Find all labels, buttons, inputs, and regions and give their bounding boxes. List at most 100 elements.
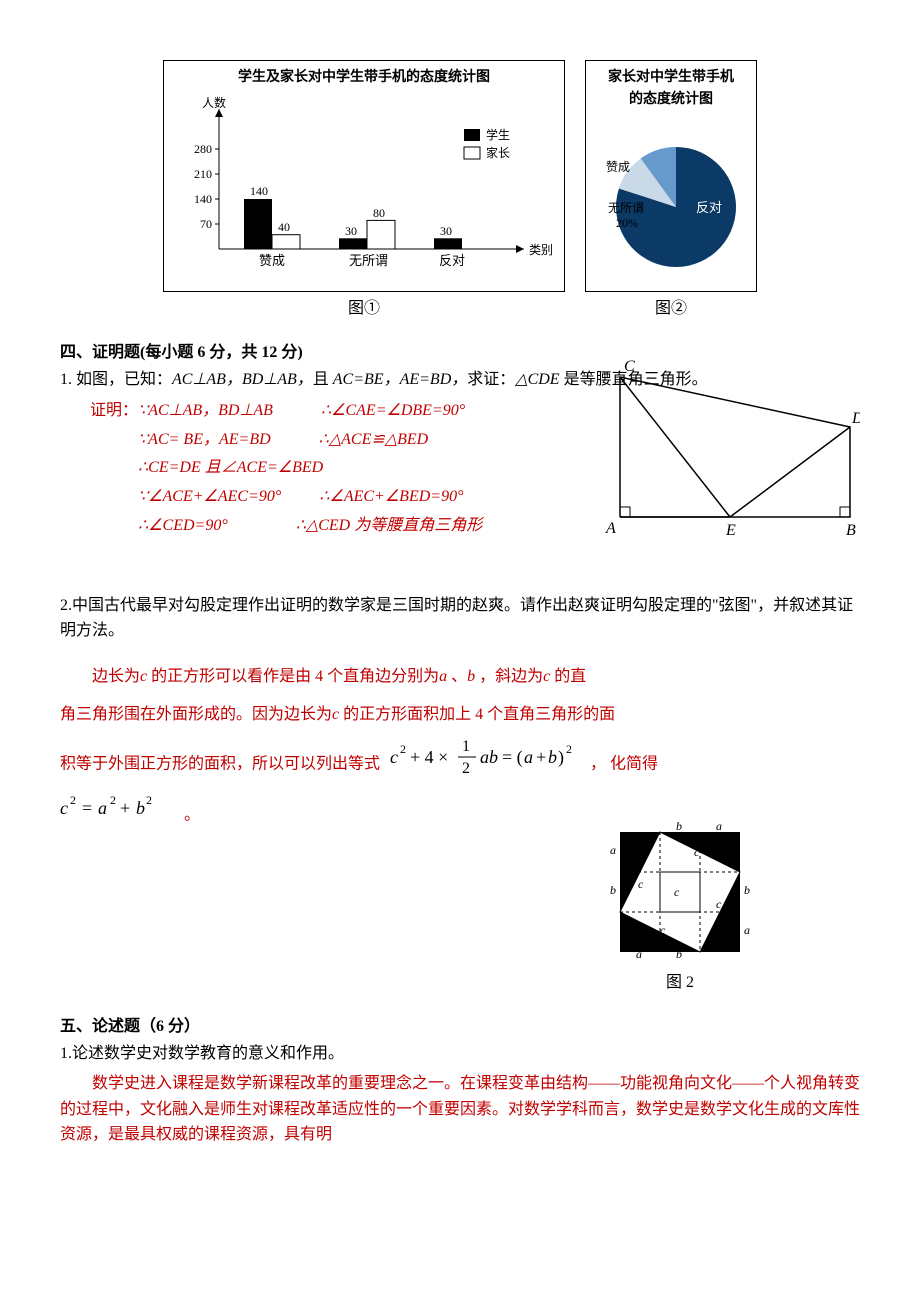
pie-label-fandui: 反对 (696, 200, 722, 215)
pf-3b: ∴∠AEC+∠BED=90° (319, 488, 463, 505)
geo-D: D (851, 410, 860, 427)
y-ticks: 70 140 210 280 (194, 142, 219, 231)
cat-1: 无所谓 (349, 253, 388, 268)
svg-text:=: = (82, 798, 92, 818)
pie-title-2: 的态度统计图 (586, 89, 756, 111)
geo-A: A (605, 520, 616, 537)
s4-q2-stemtext: 中国古代最早对勾股定理作出证明的数学家是三国时期的赵爽。请作出赵爽证明勾股定理的… (60, 597, 853, 640)
s4-q1-proof: 证明：∵AC⊥AB，BD⊥AB ∴∠CAE=∠DBE=90° ∵AC= BE，A… (60, 397, 590, 541)
geo-B: B (846, 522, 856, 537)
charts-row: 学生及家长对中学生带手机的态度统计图 人数 类别 70 140 210 280 (60, 60, 860, 322)
pie-title-1: 家长对中学生带手机 (586, 61, 756, 89)
s5-para: 数学史进入课程是数学新课程改革的重要理念之一。在课程变革由结构——功能视角向文化… (60, 1071, 860, 1148)
svg-text:家长: 家长 (486, 145, 510, 160)
bar-chart-figlabel: 图① (163, 296, 565, 322)
xian-caption: 图 2 (610, 970, 750, 996)
s4-q1-f: △CDE (515, 371, 559, 388)
s5-q1: 1.论述数学史对数学教育的意义和作用。 (60, 1041, 860, 1067)
svg-text:2: 2 (146, 794, 152, 807)
bar-chart-title: 学生及家长对中学生带手机的态度统计图 (164, 61, 564, 89)
svg-text:+ 4 ×: + 4 × (410, 747, 448, 767)
cat-0: 赞成 (259, 253, 285, 268)
svg-text:70: 70 (200, 217, 212, 231)
s4-q1-index: 1. (60, 371, 72, 388)
s4-q1-e: 求证： (467, 371, 515, 388)
pie-label-wusuowei-pct: 20% (616, 216, 638, 230)
bar-s1-2-label: 30 (440, 224, 452, 238)
s4-q1-d: AC=BE，AE=BD， (333, 371, 467, 388)
pie-chart: 家长对中学生带手机 的态度统计图 反对 赞成 无所谓 20% (585, 60, 757, 292)
proof-label: 证明： (90, 402, 138, 419)
svg-text:+: + (536, 747, 546, 767)
bar-s2-1 (367, 221, 395, 250)
cat-2: 反对 (439, 253, 465, 268)
bar-legend: 学生 家长 (464, 127, 510, 160)
q2-p3a: 积等于外围正方形的面积，所以可以列出等式 (60, 755, 380, 772)
section5-heading: 五、论述题（6 分） (60, 1014, 860, 1040)
q2-p1a: 边长为 (92, 668, 140, 685)
bar-s1-0 (244, 199, 272, 249)
svg-text:a: a (98, 798, 107, 818)
x-axis-label: 类别 (529, 243, 553, 257)
q2-p1b: 的正方形可以看作是由 4 个直角边分别为 (151, 668, 439, 685)
q2-var-c1: c (140, 668, 147, 685)
q2-p2b: 的正方形面积加上 4 个直角三角形的面 (343, 706, 615, 723)
q2-var-b1: b (467, 668, 475, 685)
pf-3a: ∵∠ACE+∠AEC=90° (138, 488, 281, 505)
pf-0b: ∴∠CAE=∠DBE=90° (321, 402, 465, 419)
svg-text:1: 1 (462, 738, 470, 755)
svg-text:2: 2 (566, 742, 572, 756)
q2-p3b: ， 化简得 (590, 755, 658, 772)
q2-p3: 积等于外围正方形的面积，所以可以列出等式 c 2 + 4 × 1 2 ab = … (60, 735, 860, 794)
q2-p1c: 、 (451, 668, 467, 685)
q2-var-c3: c (332, 706, 339, 723)
eq1: c 2 + 4 × 1 2 ab = ( a + b ) 2 (384, 735, 586, 794)
svg-text:c: c (674, 885, 680, 899)
pf-2a: ∴CE=DE 且∠ACE=∠BED (138, 459, 323, 476)
xian-figure: ba ab ab ba cc cc c 图 2 (610, 822, 750, 996)
s4-q2-index: 2. (60, 597, 72, 614)
pie-label-wusuowei: 无所谓 (608, 201, 644, 215)
svg-text:a: a (636, 947, 642, 961)
svg-text:210: 210 (194, 167, 212, 181)
s5-q1-index: 1. (60, 1045, 72, 1062)
q2-p2a: 角三角形围在外面形成的。因为边长为 (60, 706, 332, 723)
y-axis-arrow (215, 109, 223, 117)
svg-text:b: b (136, 798, 145, 818)
q2-p1d: ，斜边为 (479, 668, 543, 685)
q2-p2: 角三角形围在外面形成的。因为边长为c 的正方形面积加上 4 个直角三角形的面 (60, 696, 860, 734)
pf-1b: ∴△ACE≌△BED (319, 431, 429, 448)
bar-s1-0-label: 140 (250, 184, 268, 198)
svg-text:b: b (610, 883, 616, 897)
bar-s1-1-label: 30 (345, 224, 357, 238)
bar-s2-0 (272, 235, 300, 249)
svg-text:a: a (716, 822, 722, 833)
q2-p4b: 。 (184, 807, 200, 824)
svg-text:b: b (676, 822, 682, 833)
svg-text:ab: ab (480, 747, 498, 767)
pf-4a: ∴∠CED=90° (138, 517, 228, 534)
pie-chart-svg: 反对 赞成 无所谓 20% (586, 112, 756, 292)
svg-text:140: 140 (194, 192, 212, 206)
bar-s1-2 (434, 239, 462, 250)
pie-label-zancheng: 赞成 (606, 160, 630, 174)
svg-text:c: c (390, 747, 398, 767)
eq2: c 2 = a 2 + b 2 (60, 794, 180, 837)
q2-p1: 边长为c 的正方形可以看作是由 4 个直角边分别为a 、b ，斜边为c 的直 (60, 658, 860, 696)
bar-s2-1-label: 80 (373, 206, 385, 220)
pf-1a: ∵AC= BE，AE=BD (138, 431, 271, 448)
q2-var-a1: a (439, 668, 447, 685)
s4-q2-stem: 2.中国古代最早对勾股定理作出证明的数学家是三国时期的赵爽。请作出赵爽证明勾股定… (60, 593, 860, 644)
geo-C: C (624, 358, 635, 375)
s4-q1-c: 且 (313, 371, 333, 388)
x-axis-arrow (516, 245, 524, 253)
s4-q1-a: 如图，已知： (76, 371, 172, 388)
svg-text:2: 2 (400, 742, 406, 756)
svg-text:c: c (638, 877, 644, 891)
bar-chart-svg: 人数 类别 70 140 210 280 学生 家长 140 40 (164, 89, 564, 289)
svg-text:b: b (744, 883, 750, 897)
svg-text:c: c (716, 897, 722, 911)
bar-chart: 学生及家长对中学生带手机的态度统计图 人数 类别 70 140 210 280 (163, 60, 565, 292)
s4-q1-b: AC⊥AB，BD⊥AB， (172, 371, 313, 388)
xian-figure-row: ba ab ab ba cc cc c 图 2 (60, 822, 860, 996)
